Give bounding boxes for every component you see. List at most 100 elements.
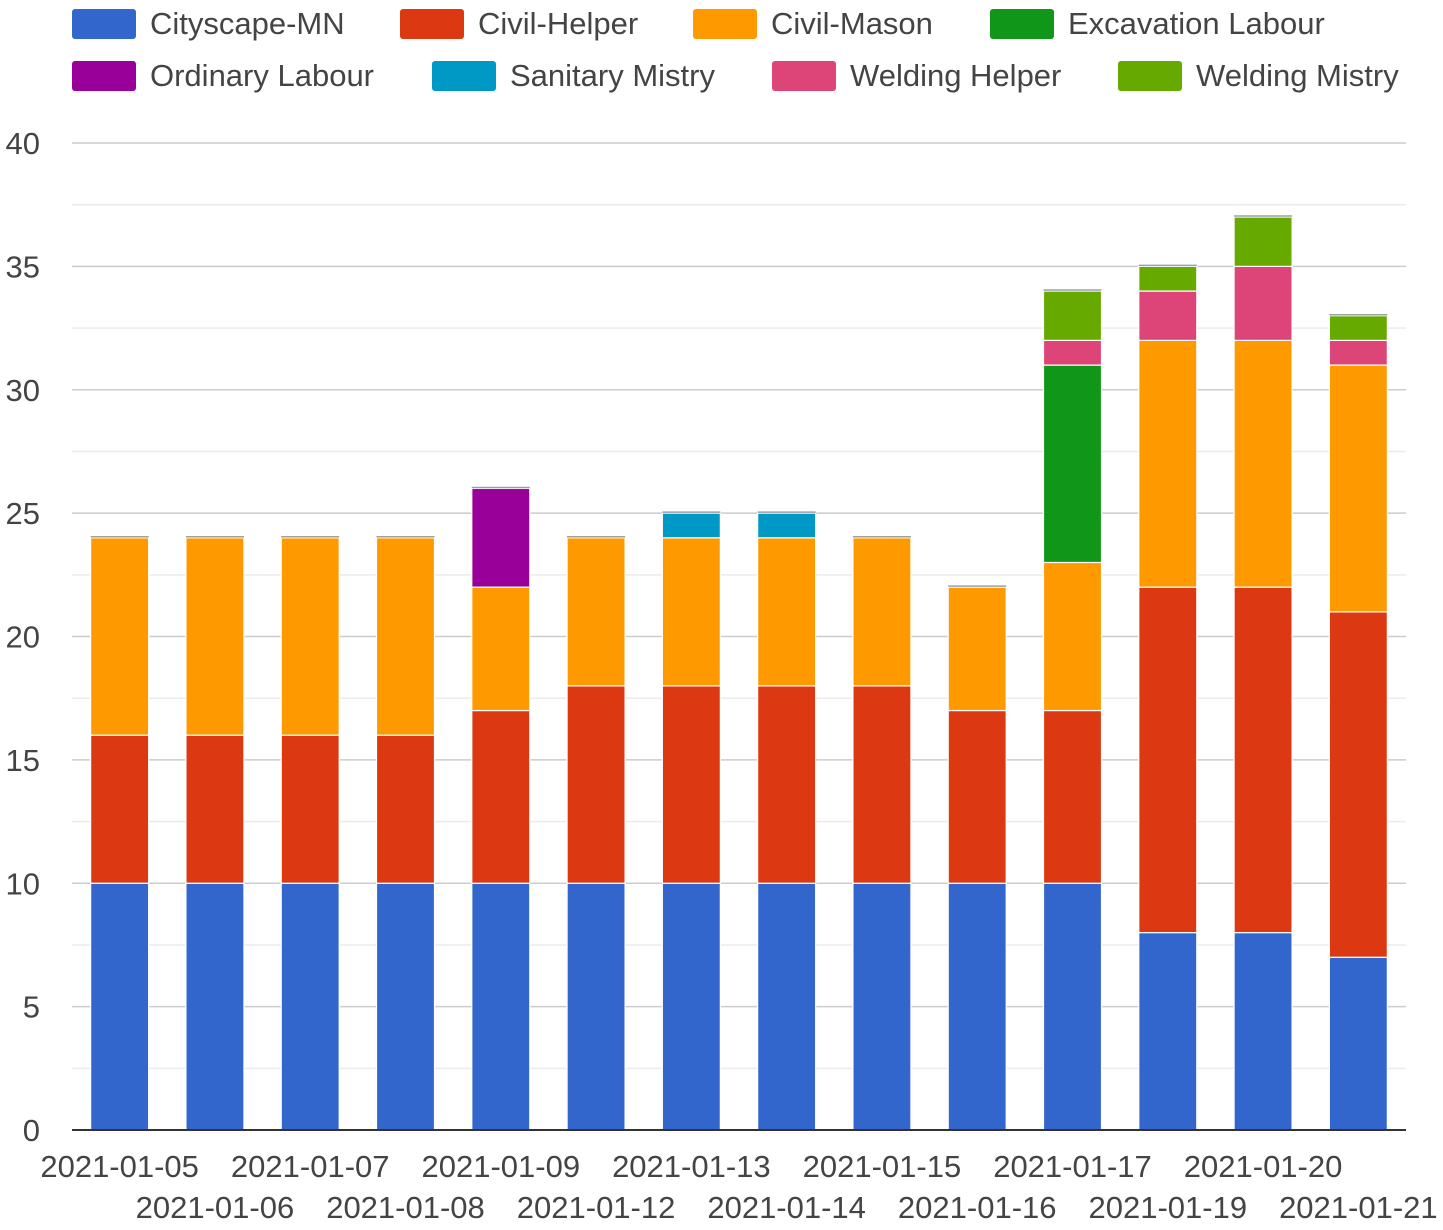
legend-swatch bbox=[72, 9, 136, 39]
x-tick-label: 2021-01-07 bbox=[231, 1149, 390, 1184]
bar-segment bbox=[1042, 339, 1103, 366]
bar-segment bbox=[757, 685, 817, 884]
legend-label: Excavation Labour bbox=[1068, 6, 1325, 41]
bar-segment bbox=[1328, 956, 1388, 1131]
x-tick-label: 2021-01-19 bbox=[1088, 1190, 1247, 1225]
bar-segment bbox=[1138, 265, 1198, 292]
bar-segment bbox=[947, 709, 1007, 884]
bar-segment bbox=[471, 586, 531, 712]
legend-item: Ordinary Labour bbox=[72, 58, 374, 94]
legend-item: Sanitary Mistry bbox=[432, 58, 715, 94]
bar-segment bbox=[1042, 561, 1103, 712]
y-tick-label: 40 bbox=[6, 126, 40, 161]
y-tick-label: 5 bbox=[23, 990, 40, 1025]
bar-segment bbox=[661, 685, 721, 884]
bar-segment bbox=[1328, 315, 1388, 342]
bar-segment bbox=[661, 512, 721, 539]
x-tick-label: 2021-01-16 bbox=[898, 1190, 1057, 1225]
x-tick-label: 2021-01-06 bbox=[136, 1190, 295, 1225]
bar-segment bbox=[947, 586, 1007, 712]
bar-segment bbox=[1233, 339, 1293, 588]
x-tick-label: 2021-01-09 bbox=[421, 1149, 580, 1184]
legend-swatch bbox=[772, 61, 836, 91]
bar-segment bbox=[1328, 339, 1388, 366]
bar-segment bbox=[185, 734, 245, 884]
bar-segment bbox=[661, 882, 721, 1131]
bar-segment bbox=[280, 882, 340, 1131]
legend-label: Civil-Helper bbox=[478, 6, 639, 41]
legend-swatch bbox=[1118, 61, 1182, 91]
y-tick-label: 0 bbox=[23, 1113, 40, 1148]
bar-segment bbox=[1233, 216, 1293, 267]
bar-segment bbox=[375, 882, 436, 1131]
x-tick-label: 2021-01-21 bbox=[1279, 1190, 1438, 1225]
bar-segment bbox=[1233, 265, 1293, 342]
bar-segment bbox=[566, 685, 626, 884]
legend-item: Excavation Labour bbox=[990, 6, 1325, 42]
legend-swatch bbox=[432, 61, 496, 91]
bar-segment bbox=[375, 734, 436, 884]
bar-segment bbox=[471, 487, 531, 588]
bar-segment bbox=[1328, 364, 1388, 613]
bar-segment bbox=[471, 709, 531, 884]
legend-item: Civil-Helper bbox=[400, 6, 638, 42]
bar-segment bbox=[1042, 364, 1103, 564]
legend-label: Welding Helper bbox=[850, 58, 1062, 93]
bar-segment bbox=[1042, 882, 1103, 1131]
legend-swatch bbox=[72, 61, 136, 91]
bar-segment bbox=[185, 537, 245, 736]
chart-legend: Cityscape-MN Civil-Helper Civil-Mason Excav… bbox=[0, 0, 1443, 110]
x-tick-label: 2021-01-12 bbox=[517, 1190, 676, 1225]
bar-segment bbox=[1042, 290, 1103, 341]
bar-segment bbox=[757, 537, 817, 687]
legend-label: Welding Mistry bbox=[1196, 58, 1399, 93]
y-tick-label: 25 bbox=[6, 496, 40, 531]
y-tick-label: 20 bbox=[6, 620, 40, 655]
bar-segment bbox=[852, 685, 912, 884]
bar-segment bbox=[566, 537, 626, 687]
bar-segment bbox=[280, 734, 340, 884]
bar-segment bbox=[90, 882, 150, 1131]
y-tick-label: 15 bbox=[6, 743, 40, 778]
bar-segment bbox=[375, 537, 436, 736]
bar-segment bbox=[566, 882, 626, 1131]
x-tick-label: 2021-01-13 bbox=[612, 1149, 771, 1184]
legend-label: Sanitary Mistry bbox=[510, 58, 715, 93]
bar-segment bbox=[1328, 611, 1388, 958]
y-tick-label: 10 bbox=[6, 866, 40, 901]
bar-segment bbox=[852, 882, 912, 1131]
bar-segment bbox=[1138, 586, 1198, 934]
bar-segment bbox=[1233, 931, 1293, 1131]
legend-label: Cityscape-MN bbox=[150, 6, 345, 41]
bar-segment bbox=[947, 882, 1007, 1131]
bar-segment bbox=[185, 882, 245, 1131]
bar-segment bbox=[1233, 586, 1293, 934]
bar-segment bbox=[757, 512, 817, 539]
bar-segment bbox=[280, 537, 340, 736]
bar-segment bbox=[90, 734, 150, 884]
bar-segment bbox=[471, 882, 531, 1131]
y-tick-label: 35 bbox=[6, 249, 40, 284]
bar-segment bbox=[1042, 709, 1103, 884]
bar-segment bbox=[1138, 339, 1198, 588]
legend-swatch bbox=[693, 9, 757, 39]
x-tick-label: 2021-01-20 bbox=[1184, 1149, 1343, 1184]
legend-item: Civil-Mason bbox=[693, 6, 933, 42]
legend-label: Civil-Mason bbox=[771, 6, 933, 41]
bar-segment bbox=[661, 537, 721, 687]
bar-segment bbox=[852, 537, 912, 687]
legend-swatch bbox=[400, 9, 464, 39]
legend-swatch bbox=[990, 9, 1054, 39]
bar-segment bbox=[757, 882, 817, 1131]
legend-item: Welding Helper bbox=[772, 58, 1061, 94]
x-tick-label: 2021-01-17 bbox=[993, 1149, 1152, 1184]
legend-item: Cityscape-MN bbox=[72, 6, 345, 42]
legend-label: Ordinary Labour bbox=[150, 58, 375, 93]
y-tick-label: 30 bbox=[6, 373, 40, 408]
x-tick-label: 2021-01-14 bbox=[707, 1190, 866, 1225]
x-tick-label: 2021-01-08 bbox=[326, 1190, 485, 1225]
bar-segment bbox=[1138, 931, 1198, 1131]
bar-segment bbox=[90, 537, 150, 736]
